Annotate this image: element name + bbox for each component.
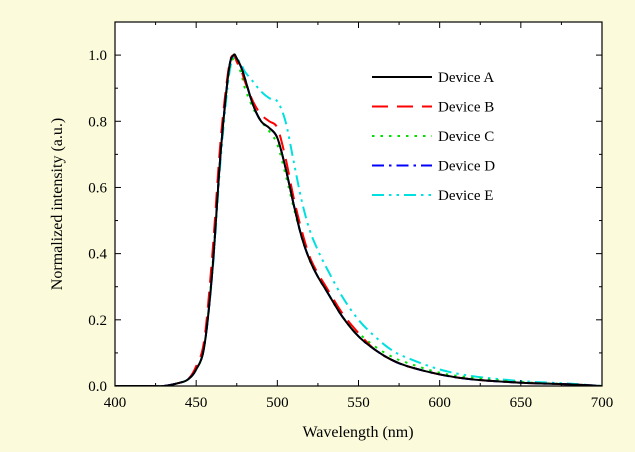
y-tick-label: 0.8 xyxy=(88,114,107,130)
legend-label: Device E xyxy=(438,188,493,204)
x-tick-label: 500 xyxy=(266,395,289,411)
y-axis-label: Normalized intensity (a.u.) xyxy=(49,118,66,290)
y-tick-label: 0.0 xyxy=(88,379,107,395)
series-layer xyxy=(115,53,602,386)
x-tick-label: 400 xyxy=(104,395,127,411)
x-tick-label: 650 xyxy=(510,395,533,411)
x-axis-label: Wavelength (nm) xyxy=(302,424,413,441)
y-tick-label: 0.6 xyxy=(88,180,107,196)
x-tick-label: 550 xyxy=(347,395,370,411)
x-tick-label: 700 xyxy=(591,395,614,411)
x-tick-label: 450 xyxy=(185,395,208,411)
legend-label: Device D xyxy=(438,159,495,175)
legend-label: Device A xyxy=(438,70,494,86)
y-tick-label: 1.0 xyxy=(88,48,107,64)
legend-label: Device B xyxy=(438,100,494,116)
plot-area xyxy=(115,22,602,386)
y-tick-label: 0.4 xyxy=(88,247,107,263)
y-axis: 0.0 0.2 0.4 0.6 0.8 1.0 xyxy=(88,21,602,395)
series-line-device-a xyxy=(115,53,602,386)
legend-label: Device C xyxy=(438,129,494,145)
y-tick-label: 0.2 xyxy=(88,313,107,329)
x-axis: 400 450 500 550 600 650 700 xyxy=(104,22,614,411)
legend: Device A Device B Device C Device D Device E xyxy=(372,70,495,204)
x-tick-label: 600 xyxy=(428,395,451,411)
